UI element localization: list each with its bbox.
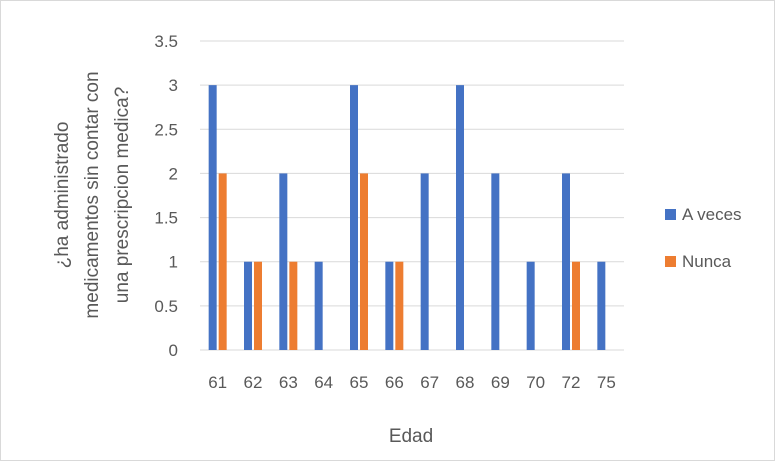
x-tick-label: 63 [279,373,298,392]
y-tick-label: 3.5 [154,32,178,51]
x-tick-labels: 61 62 63 64 65 66 67 68 69 70 72 75 [208,373,616,392]
bar-nunca-65 [360,173,368,350]
x-tick-label: 75 [597,373,616,392]
y-tick-label: 2.5 [154,120,178,139]
x-tick-label: 65 [350,373,369,392]
x-tick-label: 66 [385,373,404,392]
bar-nunca-62 [254,261,262,350]
x-tick-label: 69 [491,373,510,392]
x-tick-label: 67 [420,373,439,392]
legend-label-nunca: Nunca [682,252,732,271]
bar-a-veces-72 [562,173,570,350]
x-axis-title: Edad [389,426,433,447]
y-tick-labels: 0 0.5 1 1.5 2 2.5 3 3.5 [154,32,178,360]
bar-a-veces-62 [244,261,252,350]
bar-a-veces-63 [279,173,288,350]
x-tick-label: 70 [526,373,545,392]
x-tick-label: 61 [208,373,227,392]
bar-a-veces-61 [208,85,217,351]
y-axis-title-line-2: medicamentos sin contar con [82,71,103,318]
bar-a-veces-75 [597,261,606,350]
bar-a-veces-64 [314,261,323,350]
bar-nunca-72 [572,261,580,350]
bar-a-veces-65 [350,85,358,351]
gridlines [200,40,624,351]
y-axis-title-line-3: una prescripcion medica? [112,87,133,304]
x-tick-label: 68 [456,373,475,392]
legend-label-a-veces: A veces [682,205,742,224]
x-tick-label: 72 [562,373,581,392]
y-tick-label: 0 [169,341,178,360]
y-tick-label: 3 [169,76,178,95]
legend-swatch-a-veces [665,209,676,220]
legend: A veces Nunca [665,205,742,271]
legend-swatch-nunca [665,256,676,267]
y-tick-label: 1.5 [154,209,178,228]
y-tick-label: 2 [169,164,178,183]
x-tick-label: 62 [244,373,263,392]
bar-a-veces-70 [526,261,535,350]
bar-nunca-61 [218,173,227,350]
y-axis-title-line-1: ¿ha administrado [52,122,73,269]
bar-nunca-63 [289,261,298,350]
y-tick-label: 0.5 [154,297,178,316]
y-tick-label: 1 [169,253,178,272]
bar-a-veces-66 [385,261,394,350]
bars [208,85,606,351]
bar-a-veces-67 [420,173,429,350]
x-tick-label: 64 [314,373,333,392]
bar-a-veces-68 [456,85,464,351]
bar-a-veces-69 [491,173,500,350]
bar-nunca-66 [395,261,404,350]
